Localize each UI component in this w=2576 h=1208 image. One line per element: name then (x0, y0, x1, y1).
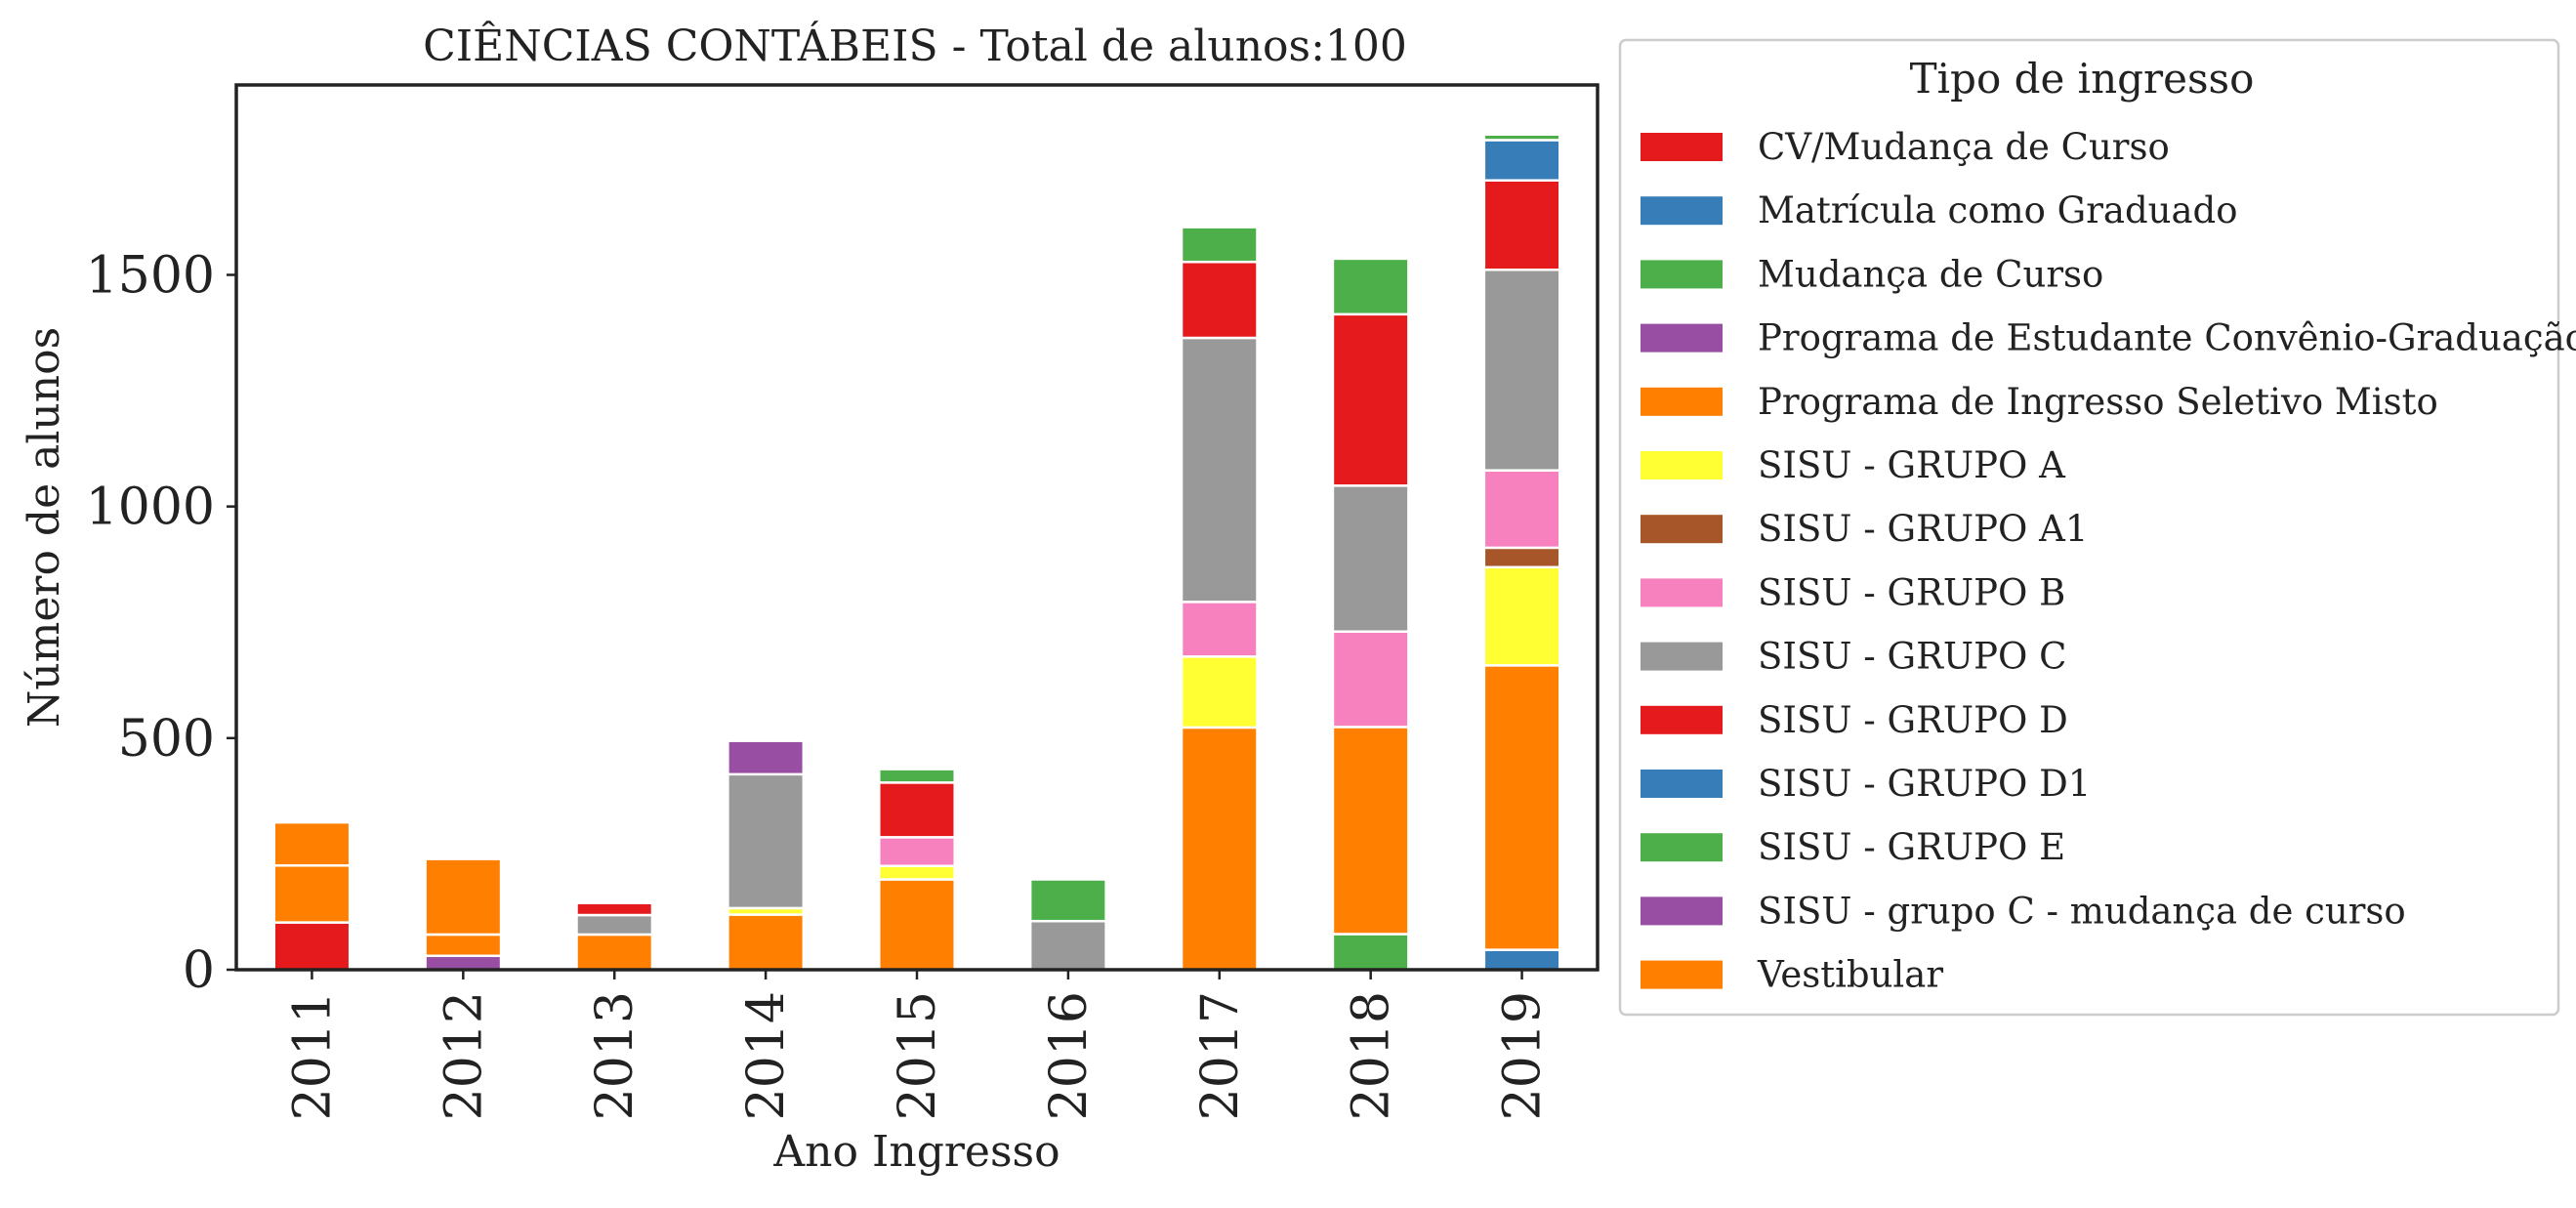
bar-segment (424, 857, 503, 937)
legend-swatch (1641, 133, 1723, 161)
bar-segment (1482, 133, 1561, 142)
legend-label: Vestibular (1757, 954, 1943, 996)
legend-swatch (1641, 323, 1723, 353)
legend-swatch (1641, 896, 1723, 926)
legend-label: SISU - grupo C - mudança de curso (1758, 890, 2406, 932)
bar-segment (1180, 260, 1259, 340)
x-tick-label: 2011 (283, 991, 342, 1120)
bar-segment (727, 913, 806, 972)
bar-segment (1482, 179, 1561, 271)
x-tick-label: 2014 (737, 991, 796, 1120)
bar-segment (878, 836, 956, 867)
legend: Tipo de ingresso CV/Mudança de Curso Matr… (1618, 38, 2576, 1017)
bars-layer (272, 133, 1561, 972)
y-tick-label: 500 (118, 710, 215, 769)
y-tick-label: 0 (183, 941, 215, 1000)
legend-swatch (1641, 642, 1723, 671)
y-tick-label: 1500 (86, 246, 215, 305)
bar-segment (1180, 336, 1259, 604)
bar-segment (878, 878, 956, 972)
legend-label: CV/Mudança de Curso (1758, 126, 2170, 168)
legend-label: Mudança de Curso (1758, 253, 2103, 295)
legend-frame (1618, 38, 2560, 1017)
legend-swatch (1641, 515, 1723, 544)
bar-segment (878, 781, 956, 839)
bar-segment (727, 772, 806, 910)
bar-segment (1331, 257, 1410, 316)
bar-segment (878, 768, 956, 784)
bar-segment (424, 933, 503, 958)
x-axis-ticks: 2011 2012 2013 2014 2015 2016 2017 2018 2019 (283, 970, 1553, 1120)
legend-swatch (1641, 578, 1723, 607)
legend-label: SISU - GRUPO A1 (1758, 508, 2088, 550)
legend-label: SISU - GRUPO B (1758, 571, 2065, 613)
bar-segment (1482, 546, 1561, 569)
x-tick-label: 2018 (1343, 991, 1401, 1120)
bar-segment (1028, 919, 1107, 972)
bar-segment (878, 864, 956, 881)
bar-segment (727, 739, 806, 776)
x-tick-label: 2016 (1040, 991, 1099, 1120)
legend-label: Programa de Estudante Convênio-Graduação (1758, 317, 2576, 359)
legend-swatch (1641, 770, 1723, 798)
bar-segment (1180, 226, 1259, 264)
bar-segment (1331, 484, 1410, 633)
x-tick-label: 2015 (889, 991, 947, 1120)
legend-label: SISU - GRUPO E (1758, 826, 2065, 868)
legend-label: SISU - GRUPO D (1758, 699, 2068, 741)
x-tick-label: 2012 (435, 991, 493, 1120)
legend-label: Matrícula como Graduado (1758, 189, 2238, 231)
x-tick-label: 2013 (586, 991, 644, 1120)
bar-segment (575, 901, 654, 917)
legend-swatch (1641, 833, 1723, 862)
chart-title: CIÊNCIAS CONTÁBEIS - Total de alunos:100 (423, 20, 1407, 71)
legend-swatch (1641, 705, 1723, 734)
legend-label: Programa de Ingresso Seletivo Misto (1758, 381, 2438, 423)
bar-segment (1331, 726, 1410, 936)
bar-segment (1482, 664, 1561, 951)
bar-segment (1180, 726, 1259, 972)
bar-segment (1180, 655, 1259, 729)
legend-swatch (1641, 387, 1723, 416)
bar-segment (272, 820, 352, 867)
bar-segment (1482, 565, 1561, 667)
bar-segment (1482, 948, 1561, 972)
bar-segment (1482, 469, 1561, 550)
legend-swatch (1641, 451, 1723, 479)
bar-segment (575, 933, 654, 972)
bar-segment (575, 913, 654, 937)
bar-segment (1482, 139, 1561, 182)
bar-segment (1028, 878, 1107, 923)
bar-segment (1482, 269, 1561, 472)
legend-swatch (1641, 196, 1723, 226)
legend-label: SISU - GRUPO C (1758, 636, 2066, 678)
legend-swatch (1641, 960, 1723, 989)
legend-label: SISU - GRUPO A (1758, 444, 2066, 486)
bar-segment (272, 921, 352, 972)
legend-label: SISU - GRUPO D1 (1758, 763, 2091, 805)
bar-segment (272, 864, 352, 924)
y-tick-label: 1000 (86, 479, 215, 537)
bar-segment (1331, 312, 1410, 487)
x-tick-label: 2019 (1494, 991, 1553, 1120)
y-axis-ticks: 0 500 1000 1500 (86, 246, 236, 1000)
bar-segment (1331, 933, 1410, 972)
y-axis-title: Número de alunos (20, 327, 69, 728)
legend-swatch (1641, 260, 1723, 289)
bar-segment (1180, 601, 1259, 658)
bar-segment (1331, 630, 1410, 729)
x-axis-title: Ano Ingresso (772, 1127, 1059, 1177)
legend-title: Tipo de ingresso (1910, 55, 2255, 103)
x-tick-label: 2017 (1191, 991, 1250, 1120)
legend-items: CV/Mudança de Curso Matrícula como Gradua… (1641, 126, 2576, 996)
bar-segment (424, 954, 503, 972)
